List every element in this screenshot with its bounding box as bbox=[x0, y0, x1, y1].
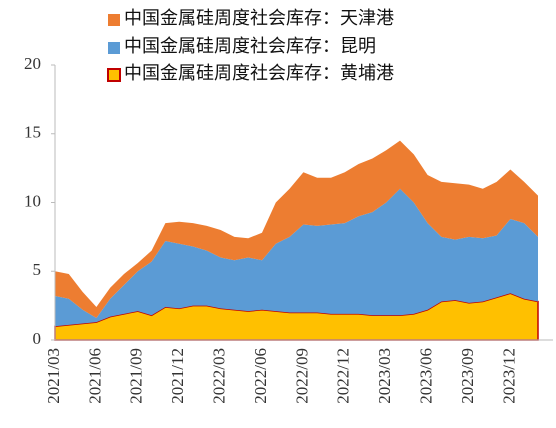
y-tick-label: 5 bbox=[33, 260, 42, 279]
legend-swatch bbox=[107, 68, 121, 82]
x-tick-label: 2021/09 bbox=[127, 348, 146, 404]
x-tick-label: 2022/09 bbox=[292, 348, 311, 404]
legend-text: 中国金属硅周度社会库存：黄埔港 bbox=[124, 63, 394, 83]
y-tick-label: 15 bbox=[24, 123, 41, 142]
x-tick-label: 2021/06 bbox=[85, 348, 104, 404]
x-tick-label: 2023/09 bbox=[458, 348, 477, 404]
area bbox=[55, 188, 538, 327]
y-tick-label: 0 bbox=[33, 329, 42, 348]
legend-text: 中国金属硅周度社会库存：天津港 bbox=[124, 8, 394, 28]
x-tick-label: 2023/12 bbox=[499, 348, 518, 404]
x-tick-label: 2022/03 bbox=[210, 348, 229, 404]
area bbox=[55, 140, 538, 318]
x-tick-label: 2023/03 bbox=[375, 348, 394, 404]
y-tick-label: 10 bbox=[24, 191, 41, 210]
legend-swatch bbox=[108, 42, 120, 54]
x-tick-label: 2022/06 bbox=[251, 348, 270, 404]
x-tick-label: 2022/12 bbox=[334, 348, 353, 404]
x-tick-label: 2023/06 bbox=[417, 348, 436, 404]
legend-text: 中国金属硅周度社会库存：昆明 bbox=[124, 36, 376, 56]
y-tick-label: 20 bbox=[24, 54, 41, 73]
x-tick-label: 2021/12 bbox=[168, 348, 187, 404]
x-tick-label: 2021/03 bbox=[44, 348, 63, 404]
legend-swatch bbox=[108, 14, 120, 26]
